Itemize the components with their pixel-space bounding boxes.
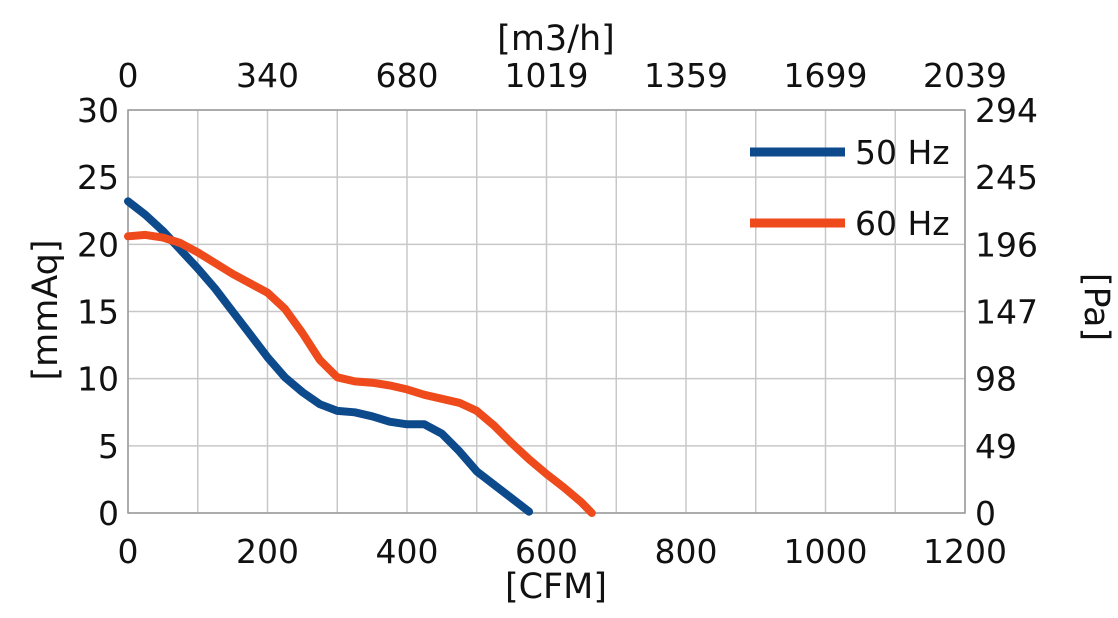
y-axis-title: [mmAq] — [26, 239, 66, 380]
x2-tick-label: 680 — [376, 56, 439, 95]
x2-tick-label: 0 — [118, 56, 139, 95]
x-tick-label: 800 — [655, 532, 718, 571]
y2-tick-label: 245 — [975, 158, 1038, 197]
legend-label-60hz: 60 Hz — [855, 204, 950, 243]
y-tick-label: 30 — [77, 91, 119, 130]
y2-tick-label: 147 — [975, 293, 1038, 332]
x-axis-title: [CFM] — [505, 567, 607, 607]
x-tick-label: 600 — [515, 532, 578, 571]
x-tick-label: 400 — [376, 532, 439, 571]
x-tick-label: 200 — [236, 532, 299, 571]
y2-tick-label: 49 — [975, 427, 1017, 466]
y2-tick-label: 294 — [975, 91, 1038, 130]
y2-axis-title: [Pa] — [1076, 273, 1116, 341]
y-tick-label: 15 — [77, 293, 119, 332]
x2-axis-title: [m3/h] — [497, 19, 615, 59]
x2-tick-label: 1699 — [784, 56, 868, 95]
series-line-50hz — [124, 197, 534, 516]
series-layer — [124, 197, 596, 517]
y2-tick-label: 98 — [975, 360, 1017, 399]
x-tick-label: 1200 — [923, 532, 1007, 571]
x2-tick-label: 2039 — [923, 56, 1007, 95]
x2-tick-label: 1359 — [644, 56, 728, 95]
y-tick-label: 10 — [77, 360, 119, 399]
y-tick-label: 5 — [98, 427, 119, 466]
legend-label-50hz: 50 Hz — [855, 133, 950, 172]
y-tick-label: 0 — [98, 494, 119, 533]
y-tick-label: 25 — [77, 158, 119, 197]
y2-tick-label: 0 — [975, 494, 996, 533]
series-line-60hz — [124, 230, 596, 517]
x2-tick-label: 340 — [236, 56, 299, 95]
grid-layer — [127, 109, 966, 514]
x2-tick-label: 1019 — [505, 56, 589, 95]
x-tick-label: 1000 — [784, 532, 868, 571]
y-tick-label: 20 — [77, 225, 119, 264]
plot-frame — [127, 109, 966, 514]
y2-tick-label: 196 — [975, 225, 1038, 264]
legend: 50 Hz 60 Hz — [750, 133, 950, 243]
x-tick-label: 0 — [118, 532, 139, 571]
